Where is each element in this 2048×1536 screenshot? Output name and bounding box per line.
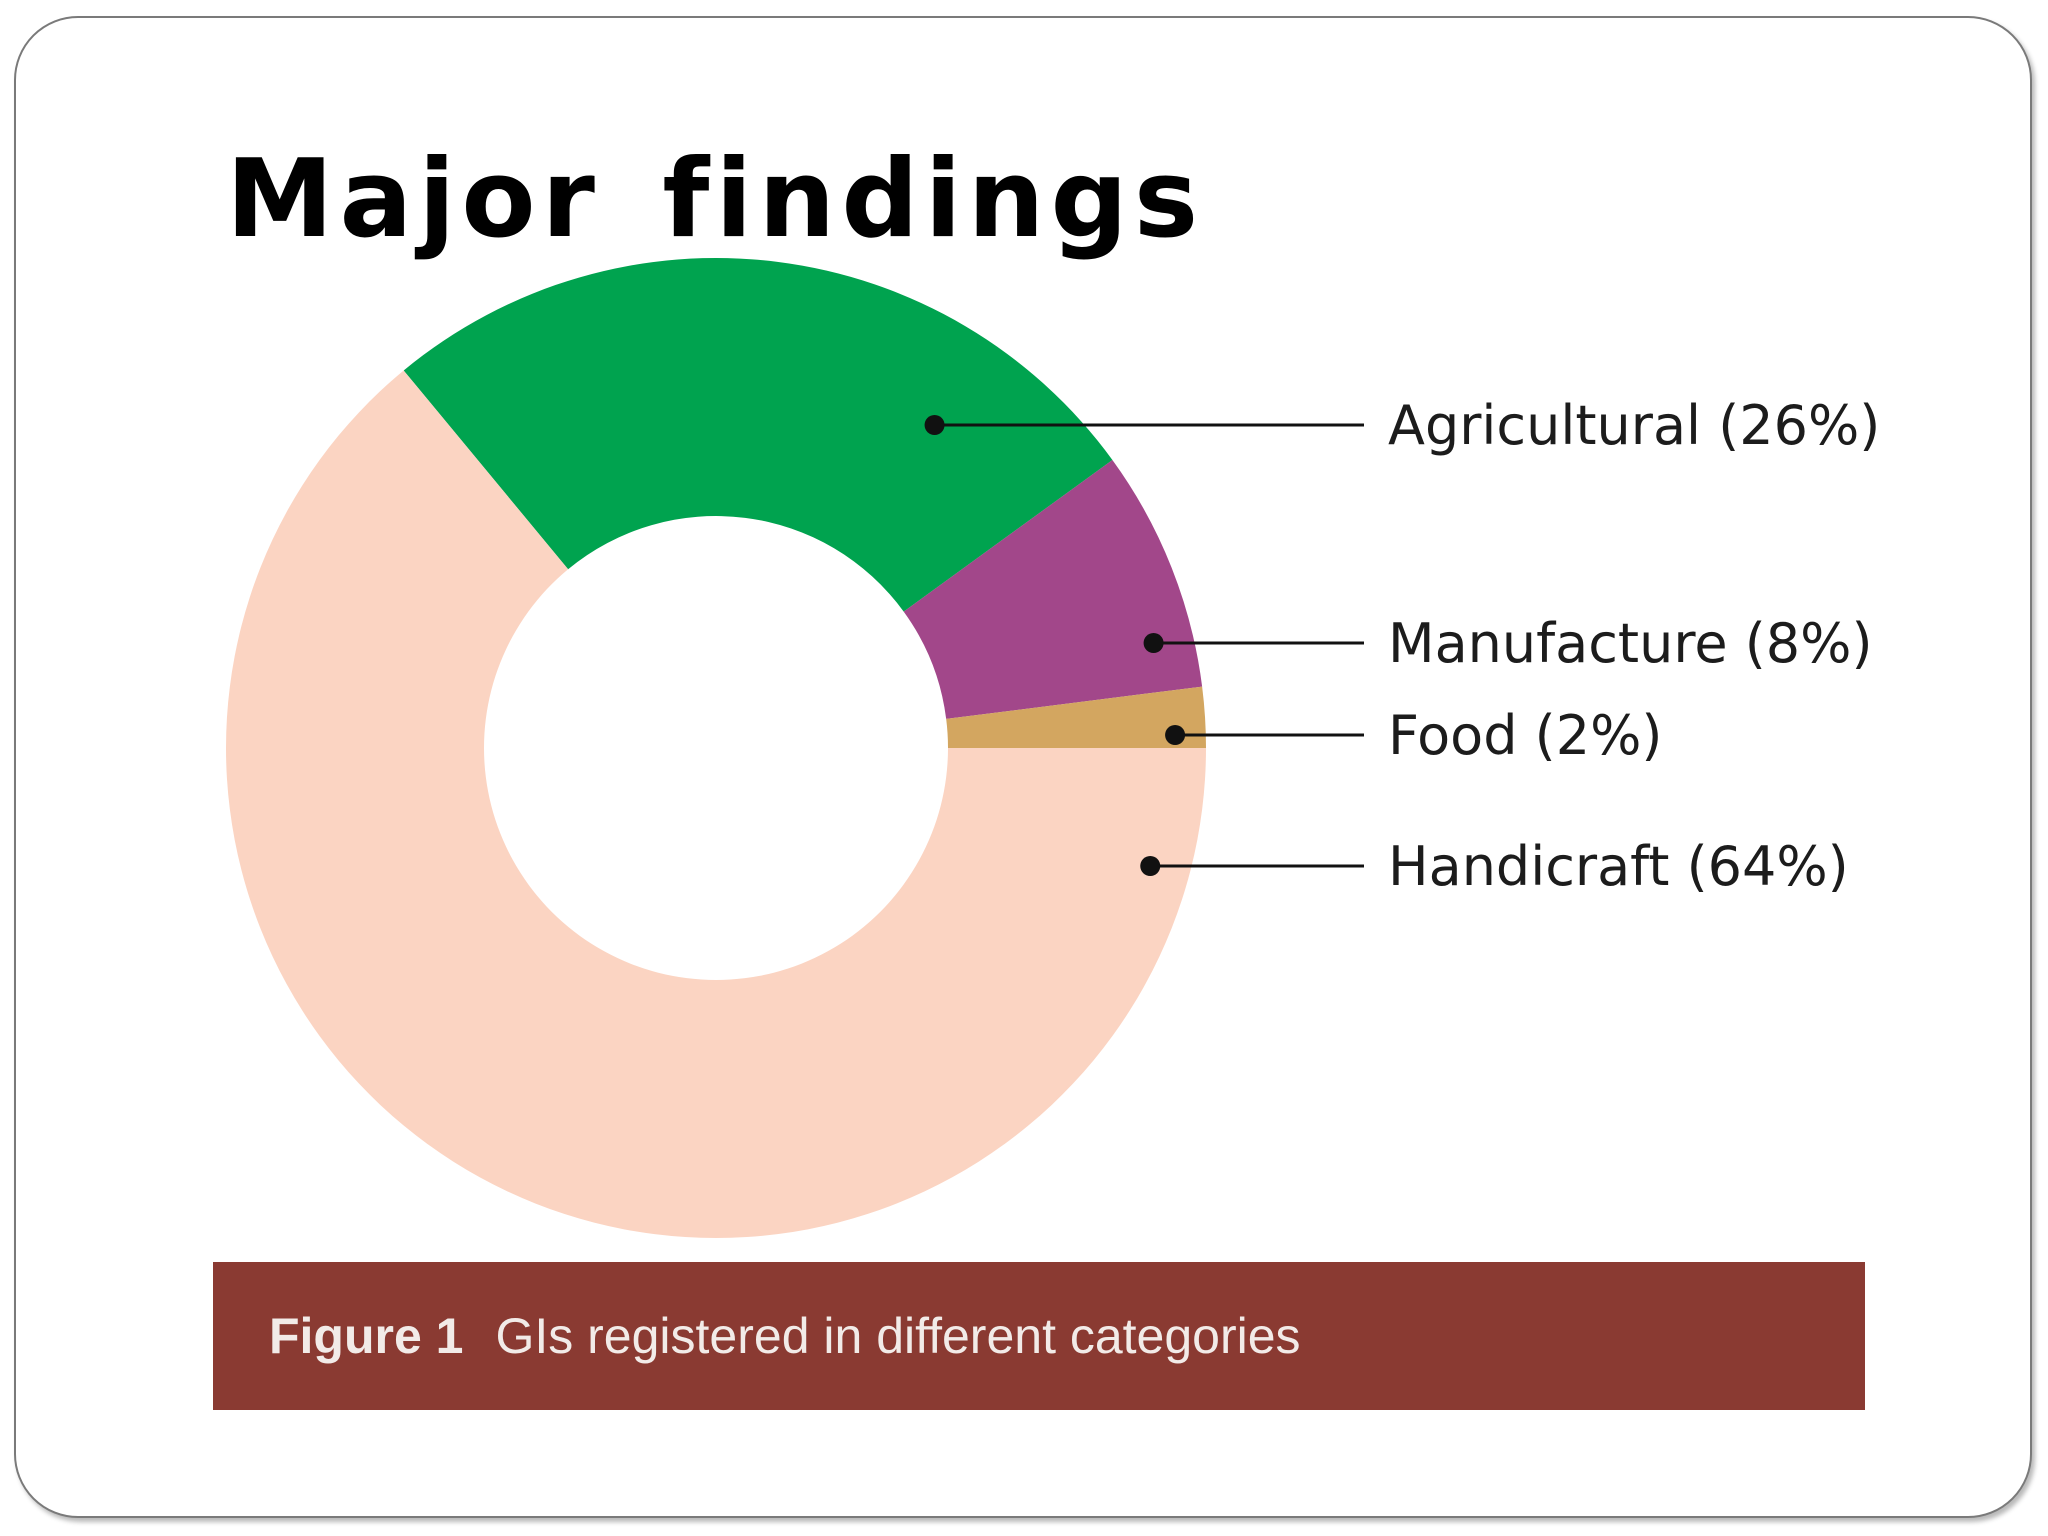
chart-slices (225, 257, 1206, 1239)
chart-legend: Agricultural (26%) Manufacture (8%) Food (… (924, 394, 1880, 898)
figure-caption: Figure 1 GIs registered in different cat… (213, 1262, 1865, 1410)
caption-text: GIs registered in different categories (495, 1308, 1301, 1364)
slice-manufacture (903, 459, 1203, 719)
slice-agricultural (403, 257, 1113, 612)
slide-title: Major findings (226, 137, 1205, 262)
caption-label: Figure 1 (269, 1308, 464, 1364)
leader-dot-handicraft (1140, 856, 1161, 876)
legend-label-agricultural: Agricultural (26%) (1388, 394, 1880, 457)
slice-food (946, 686, 1206, 748)
leader-dot-food (1165, 725, 1186, 745)
leader-dot-agricultural (924, 415, 945, 435)
legend-label-manufacture: Manufacture (8%) (1388, 612, 1873, 675)
slice-handicraft (225, 370, 1206, 1239)
legend-label-handicraft: Handicraft (64%) (1388, 835, 1849, 898)
leader-dot-manufacture (1143, 633, 1164, 653)
legend-label-food: Food (2%) (1388, 704, 1662, 767)
